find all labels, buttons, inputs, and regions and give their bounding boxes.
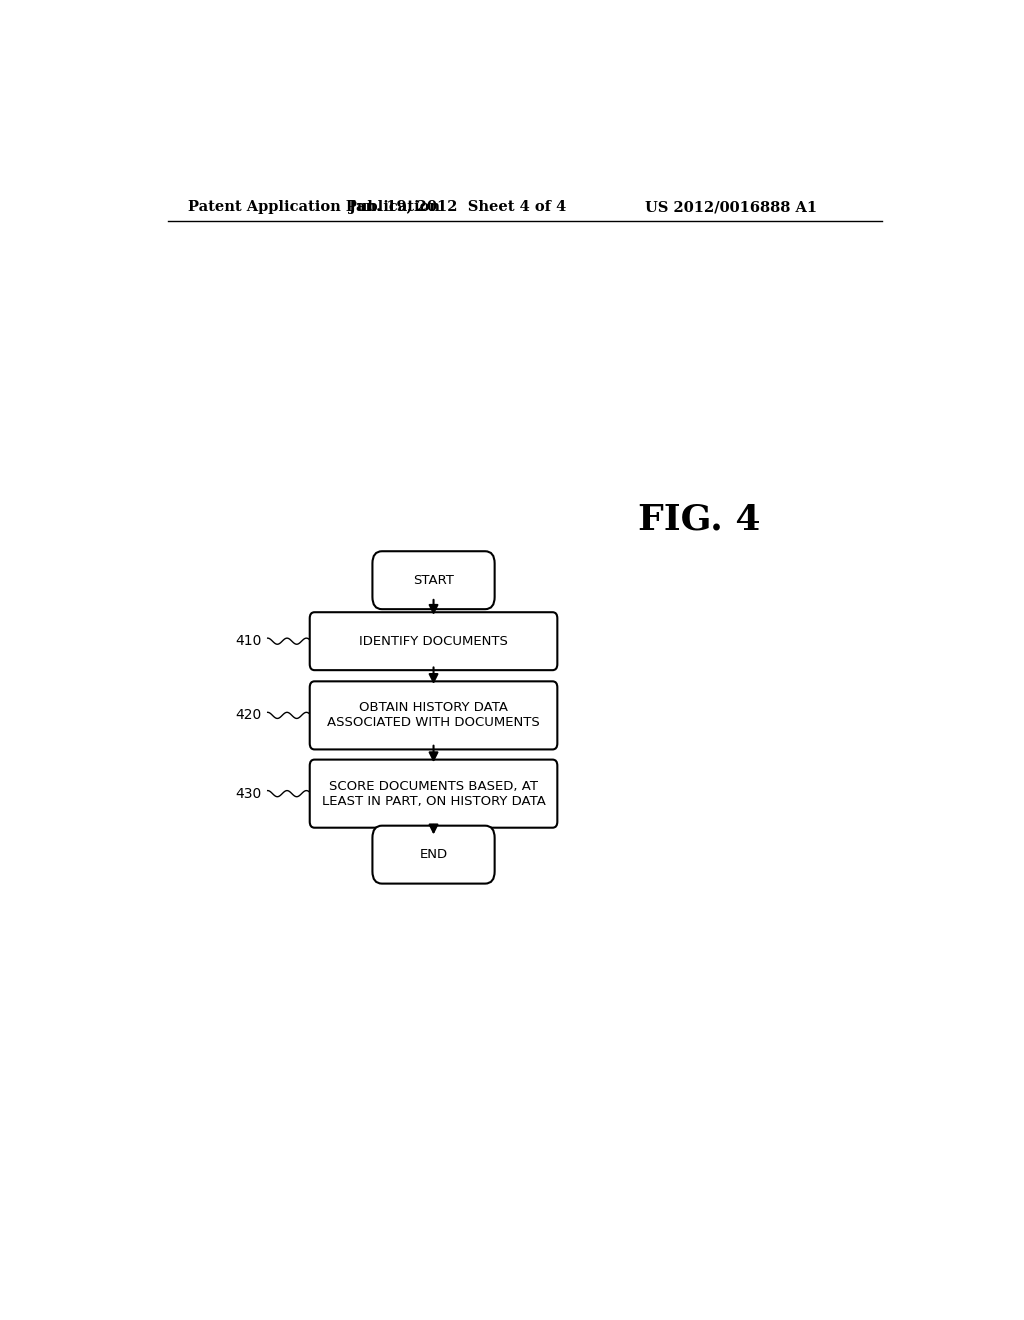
Text: START: START xyxy=(413,574,454,586)
Text: IDENTIFY DOCUMENTS: IDENTIFY DOCUMENTS xyxy=(359,635,508,648)
Text: 430: 430 xyxy=(236,787,261,801)
Text: SCORE DOCUMENTS BASED, AT
LEAST IN PART, ON HISTORY DATA: SCORE DOCUMENTS BASED, AT LEAST IN PART,… xyxy=(322,780,546,808)
FancyBboxPatch shape xyxy=(309,612,557,671)
FancyBboxPatch shape xyxy=(373,552,495,609)
FancyBboxPatch shape xyxy=(309,681,557,750)
FancyBboxPatch shape xyxy=(309,759,557,828)
FancyBboxPatch shape xyxy=(373,826,495,883)
Text: OBTAIN HISTORY DATA
ASSOCIATED WITH DOCUMENTS: OBTAIN HISTORY DATA ASSOCIATED WITH DOCU… xyxy=(327,701,540,730)
Text: 410: 410 xyxy=(234,634,261,648)
Text: Patent Application Publication: Patent Application Publication xyxy=(187,201,439,214)
Text: FIG. 4: FIG. 4 xyxy=(638,502,761,536)
Text: US 2012/0016888 A1: US 2012/0016888 A1 xyxy=(645,201,817,214)
Text: 420: 420 xyxy=(236,709,261,722)
Text: END: END xyxy=(420,849,447,861)
Text: Jan. 19, 2012  Sheet 4 of 4: Jan. 19, 2012 Sheet 4 of 4 xyxy=(349,201,566,214)
